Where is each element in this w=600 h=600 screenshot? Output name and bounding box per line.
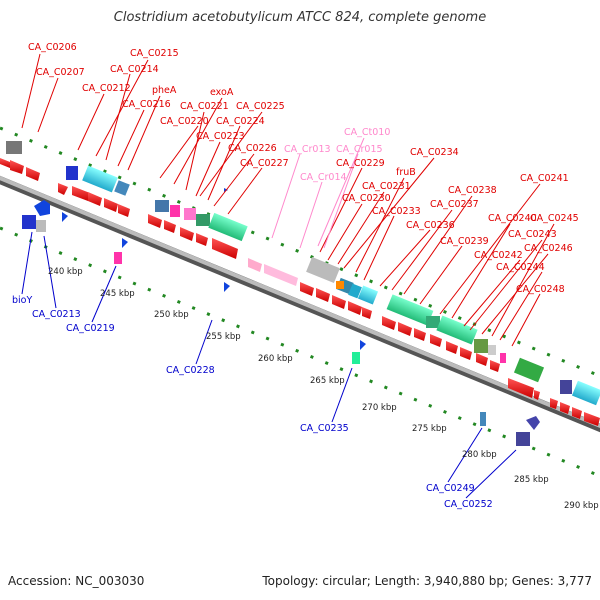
gene-label: CA_C0248 <box>516 284 565 295</box>
gene-label: CA_C0239 <box>440 236 489 247</box>
gene-label: CA_C0238 <box>448 185 497 196</box>
gene-label: CA_C0244 <box>496 262 545 273</box>
kbp-label: 245 kbp <box>100 289 135 299</box>
gene-label: fruB <box>396 167 416 178</box>
gene-label: CA_C0241 <box>520 173 569 184</box>
genome-backbone <box>0 175 600 433</box>
gene-label: CA_C0236 <box>406 220 455 231</box>
gene-features <box>0 141 600 446</box>
gene-label: pheA <box>152 85 177 96</box>
gene-label: CA_C0252 <box>444 499 493 510</box>
kbp-label: 240 kbp <box>48 267 83 277</box>
gene-label: CA_C0206 <box>28 42 77 53</box>
gene-label: CA_C0249 <box>426 483 475 494</box>
kbp-label: 260 kbp <box>258 354 293 364</box>
gene-label: CA_C0233 <box>372 206 421 217</box>
gene-label: CA_C0215 <box>130 48 179 59</box>
gene-label: bioY <box>12 295 32 306</box>
gene-label: exoA <box>210 87 234 98</box>
kbp-label: 250 kbp <box>154 310 189 320</box>
kbp-label: 255 kbp <box>206 332 241 342</box>
genome-summary-text: Topology: circular; Length: 3,940,880 bp… <box>262 574 592 588</box>
genome-title: Clostridium acetobutylicum ATCC 824, com… <box>113 10 487 25</box>
gene-label: CA_Cr013 <box>284 144 331 155</box>
kbp-label: 265 kbp <box>310 376 345 386</box>
gene-label: CA_C0246 <box>524 243 573 254</box>
gene-label: CA_C0213 <box>32 309 81 320</box>
gene-label: CA_C0245 <box>530 213 579 224</box>
gene-label: CA_C0243 <box>508 229 557 240</box>
gene-label: CA_C0231 <box>362 181 411 192</box>
gene-label: CA_C0221 <box>180 101 229 112</box>
gene-label: CA_C0227 <box>240 158 289 169</box>
gene-label: CA_C0225 <box>236 101 285 112</box>
gene-label: CA_Cr015 <box>336 144 383 155</box>
forward-gene-labels: CA_C0206 CA_C0207 CA_C0215 CA_C0214 CA_C… <box>28 42 579 295</box>
gene-label: CA_C0216 <box>122 99 171 110</box>
kbp-label: 270 kbp <box>362 403 397 413</box>
kbp-label: 285 kbp <box>514 475 549 485</box>
kbp-label: 290 kbp <box>564 501 599 511</box>
gene-label: CA_C0214 <box>110 64 159 75</box>
gene-label: CA_C0234 <box>410 147 459 158</box>
accession-text: Accession: NC_003030 <box>8 574 145 588</box>
rna-leader-lines <box>271 137 365 249</box>
rna-gene-labels: CA_Ct010 CA_Cr013 CA_Cr015 CA_Cr014 <box>284 127 390 183</box>
kbp-scale-labels: 240 kbp 245 kbp 250 kbp 255 kbp 260 kbp … <box>48 267 599 511</box>
gene-label: CA_C0240 <box>488 213 537 224</box>
gene-label: CA_C0224 <box>216 116 265 127</box>
gene-label: CA_Cr014 <box>300 172 347 183</box>
gene-label: CA_C0219 <box>66 323 115 334</box>
kbp-label: 280 kbp <box>462 450 497 460</box>
reverse-gene-labels: bioY CA_C0213 CA_C0219 CA_C0228 CA_C0235… <box>12 295 493 510</box>
gene-label: CA_C0229 <box>336 158 385 169</box>
kbp-label: 275 kbp <box>412 424 447 434</box>
gene-label: CA_C0212 <box>82 83 131 94</box>
gene-label: CA_Ct010 <box>344 127 390 138</box>
gene-label: CA_C0207 <box>36 67 85 78</box>
gene-label: CA_C0220 <box>160 116 209 127</box>
forward-leader-lines <box>21 53 555 347</box>
gene-label: CA_C0226 <box>228 143 277 154</box>
gene-label: CA_C0228 <box>166 365 215 376</box>
gene-label: CA_C0235 <box>300 423 349 434</box>
reverse-leader-lines <box>21 231 517 499</box>
gene-label: CA_C0242 <box>474 250 523 261</box>
gene-label: CA_C0230 <box>342 193 391 204</box>
gene-label: CA_C0237 <box>430 199 479 210</box>
gene-label: CA_C0223 <box>196 131 245 142</box>
